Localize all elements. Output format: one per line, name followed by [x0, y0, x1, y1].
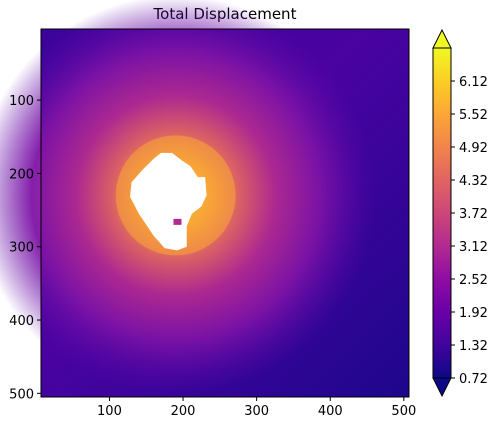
- x-tick-label: 300: [244, 404, 269, 419]
- colorbar-tick-label: 3.12: [459, 240, 488, 255]
- colorbar-gradient: [433, 48, 451, 378]
- colorbar-tick-label: 1.32: [459, 339, 488, 354]
- colorbar-tick-label: 0.72: [459, 372, 488, 387]
- y-tick-label: 500: [9, 387, 34, 402]
- colorbar-tick-label: 5.52: [459, 108, 488, 123]
- colorbar: 0.72 1.32 1.92 2.52 3.12 3.72 4.32 4.92 5.52 6.12: [432, 28, 488, 398]
- colorbar-tick-label: 4.92: [459, 141, 488, 156]
- colorbar-extend-bottom: [432, 377, 452, 398]
- y-tick-label: 300: [9, 241, 34, 256]
- colorbar-tick-label: 2.52: [459, 273, 488, 288]
- y-tick-label: 400: [9, 314, 34, 329]
- colorbar-tick-label: 3.72: [459, 207, 488, 222]
- y-tick-label: 200: [9, 167, 34, 182]
- colorbar-tick-label: 1.92: [459, 306, 488, 321]
- x-tick-label: 200: [171, 404, 196, 419]
- plot-area: [0, 0, 409, 397]
- x-tick-label: 100: [97, 404, 122, 419]
- colorbar-extend-top: [432, 28, 452, 49]
- colorbar-tick-label: 4.32: [459, 174, 488, 189]
- x-tick-label: 500: [391, 404, 416, 419]
- axes-frame: [40, 28, 410, 398]
- colorbar-tick-label: 6.12: [459, 75, 488, 90]
- masked-region-artifact: [173, 218, 182, 225]
- x-tick-label: 400: [318, 404, 343, 419]
- masked-region: [130, 152, 207, 251]
- axes-layer: 100 200 300 400 500 100 200 300 400 500: [9, 28, 416, 419]
- y-tick-label: 100: [9, 94, 34, 109]
